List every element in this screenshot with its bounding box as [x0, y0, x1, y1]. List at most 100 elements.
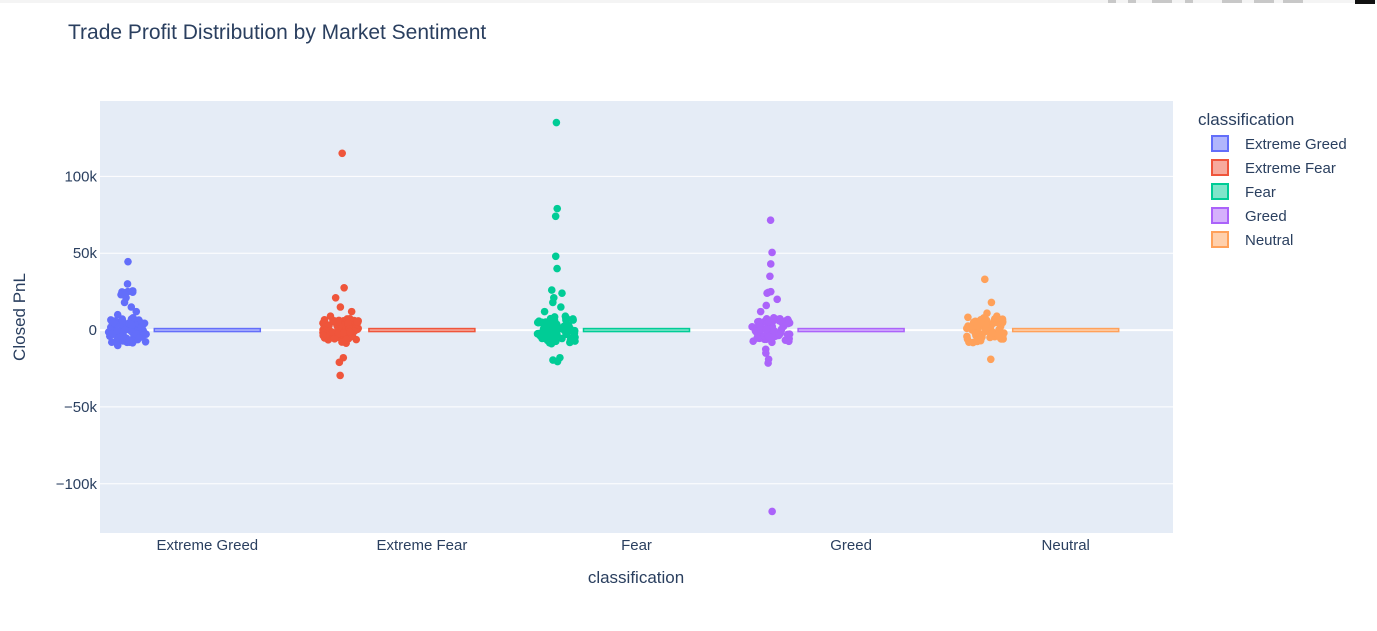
- data-point: [120, 298, 129, 307]
- data-point: [353, 317, 361, 326]
- data-point: [768, 507, 776, 516]
- data-point: [113, 341, 122, 350]
- data-point: [963, 332, 971, 341]
- data-point: [988, 329, 997, 337]
- browser-top-strip: [0, 0, 1377, 3]
- data-point: [762, 349, 770, 357]
- data-point: [569, 315, 577, 323]
- data-point: [132, 307, 141, 316]
- data-point: [125, 336, 134, 345]
- chart-modebar[interactable]: [1108, 0, 1375, 4]
- data-point: [553, 204, 562, 213]
- data-point: [123, 280, 132, 288]
- legend-label: Extreme Fear: [1245, 160, 1336, 177]
- plot-area[interactable]: [100, 101, 1173, 533]
- data-point: [763, 289, 771, 297]
- data-point: [986, 355, 995, 364]
- data-point: [558, 334, 566, 343]
- modebar-autoscale-icon[interactable]: [1185, 0, 1193, 3]
- data-point: [545, 338, 554, 347]
- data-point: [757, 325, 765, 334]
- data-point: [541, 318, 550, 326]
- data-point: [560, 322, 568, 331]
- data-point: [128, 288, 137, 297]
- data-point: [566, 325, 575, 334]
- data-point: [124, 257, 132, 266]
- box-0: [153, 327, 262, 333]
- data-point: [549, 298, 557, 307]
- legend-label: Extreme Greed: [1245, 136, 1347, 153]
- data-point: [121, 326, 129, 334]
- data-point: [340, 283, 348, 292]
- data-point: [773, 295, 781, 304]
- data-point: [965, 338, 973, 347]
- x-tick-label: Extreme Fear: [376, 537, 467, 554]
- modebar-fullscreen-icon[interactable]: [1283, 0, 1303, 3]
- box-3: [797, 327, 905, 333]
- data-point: [998, 315, 1007, 323]
- data-point: [980, 275, 989, 284]
- data-point: [566, 335, 575, 344]
- data-point: [764, 317, 773, 326]
- data-point: [141, 338, 150, 346]
- data-point: [338, 149, 346, 158]
- data-point: [137, 323, 146, 332]
- data-point: [762, 325, 771, 334]
- legend-label: Neutral: [1245, 232, 1293, 249]
- data-point: [557, 303, 565, 311]
- data-point: [766, 216, 775, 224]
- modebar-plotly-logo-icon[interactable]: [1355, 0, 1375, 4]
- x-axis-title: classification: [588, 568, 684, 587]
- data-point: [553, 357, 562, 366]
- data-point: [113, 326, 122, 335]
- y-tick-label: 50k: [73, 245, 98, 262]
- data-point: [964, 313, 972, 322]
- chart-title: Trade Profit Distribution by Market Sent…: [68, 21, 486, 44]
- data-point: [342, 335, 351, 344]
- modebar-zoom-out-icon[interactable]: [1152, 0, 1172, 3]
- data-point: [539, 325, 548, 333]
- data-point: [538, 334, 546, 343]
- data-point: [992, 314, 1000, 322]
- y-tick-label: −50k: [64, 399, 97, 416]
- data-point: [552, 118, 561, 127]
- data-point: [135, 334, 143, 342]
- data-point: [987, 298, 996, 307]
- box-traces: [153, 327, 1120, 333]
- data-point: [109, 318, 118, 327]
- data-point: [558, 289, 566, 297]
- data-point: [764, 332, 773, 341]
- x-tick-label: Greed: [830, 537, 872, 554]
- data-point: [127, 303, 136, 311]
- data-point: [127, 321, 136, 329]
- data-point: [976, 318, 985, 327]
- y-tick-labels: 100k 50k 0 −50k −100k: [56, 168, 98, 492]
- data-point: [328, 328, 337, 337]
- data-point: [553, 264, 561, 273]
- legend[interactable]: classification Extreme Greed Extreme Fear…: [1198, 110, 1347, 249]
- data-point: [766, 260, 775, 268]
- legend-swatch: [1211, 183, 1229, 200]
- data-point: [118, 316, 127, 325]
- data-point: [770, 326, 778, 335]
- data-point: [753, 334, 762, 342]
- data-point: [994, 331, 1003, 340]
- data-point: [319, 331, 327, 340]
- data-point: [762, 301, 771, 310]
- data-point: [336, 371, 344, 380]
- data-point: [346, 327, 354, 336]
- data-point: [105, 332, 114, 340]
- legend-swatch: [1211, 207, 1229, 224]
- data-point: [547, 286, 556, 294]
- x-tick-labels: Extreme Greed Extreme Fear Fear Greed Neutra…: [156, 537, 1089, 554]
- modebar-pan-icon[interactable]: [1108, 0, 1116, 3]
- legend-label: Fear: [1245, 184, 1276, 201]
- data-point: [764, 359, 772, 367]
- modebar-reset-axes-icon[interactable]: [1222, 0, 1242, 3]
- data-point: [329, 316, 337, 325]
- data-point: [768, 248, 776, 257]
- modebar-download-icon[interactable]: [1254, 0, 1274, 3]
- modebar-zoom-in-icon[interactable]: [1128, 0, 1136, 3]
- data-point: [785, 334, 793, 343]
